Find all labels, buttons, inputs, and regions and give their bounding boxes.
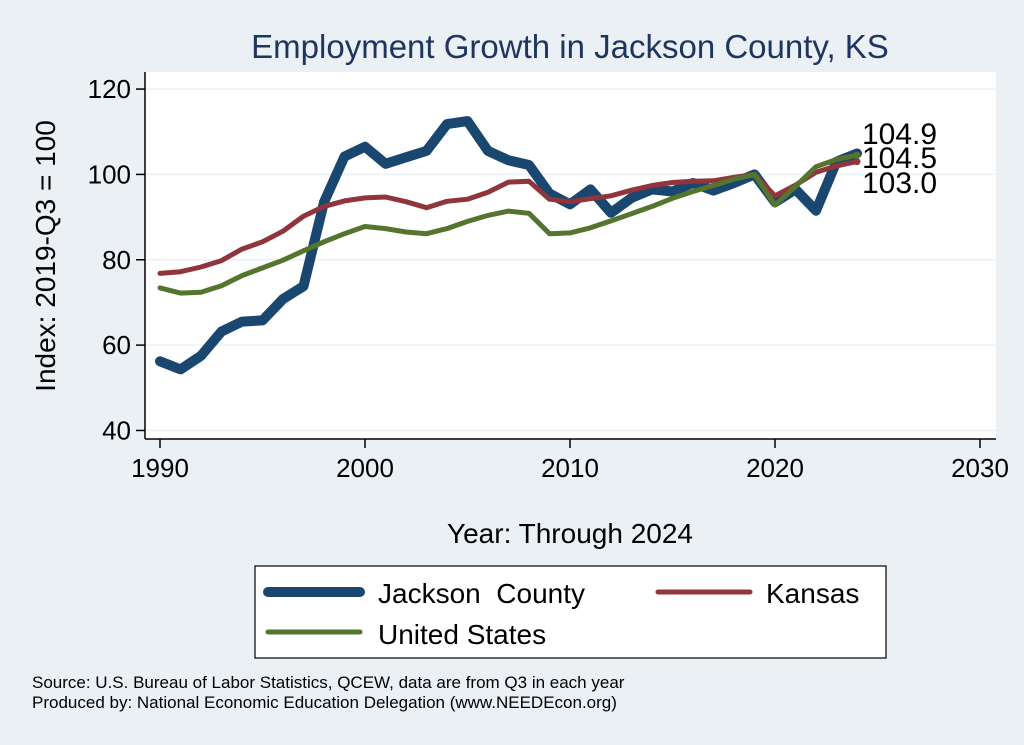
source-note: Source: U.S. Bureau of Labor Statistics,… bbox=[32, 673, 625, 692]
y-axis-ticks: 40 60 80 100 120 bbox=[88, 74, 145, 445]
plot-area bbox=[145, 72, 996, 439]
series-line-united-states bbox=[157, 152, 860, 296]
x-axis-ticks: 1990 2000 2010 2020 2030 bbox=[131, 439, 1009, 483]
x-tick-label-2020: 2020 bbox=[746, 453, 804, 483]
x-tick-label-2030: 2030 bbox=[951, 453, 1009, 483]
produced-by-note: Produced by: National Economic Education… bbox=[32, 693, 617, 712]
y-tick-label-80: 80 bbox=[102, 245, 131, 275]
legend: Jackson County Kansas United States bbox=[254, 565, 887, 659]
end-label-united-states: 104.5 bbox=[862, 142, 937, 175]
series-lines bbox=[155, 116, 862, 375]
x-tick-label-1990: 1990 bbox=[131, 453, 189, 483]
y-tick-label-60: 60 bbox=[102, 330, 131, 360]
legend-label-united-states: United States bbox=[378, 619, 546, 650]
legend-box bbox=[254, 565, 887, 659]
chart-title: Employment Growth in Jackson County, KS bbox=[251, 28, 889, 65]
x-axis-title: Year: Through 2024 bbox=[447, 518, 693, 549]
legend-label-jackson: Jackson County bbox=[378, 578, 585, 609]
y-tick-label-120: 120 bbox=[88, 74, 131, 104]
y-axis-title: Index: 2019-Q3 = 100 bbox=[30, 120, 61, 392]
series-line-jackson-county bbox=[155, 116, 862, 375]
end-label-jackson-county: 104.9 bbox=[862, 118, 937, 151]
end-point-united-states bbox=[853, 151, 861, 159]
y-tick-label-100: 100 bbox=[88, 159, 131, 189]
end-point-kansas bbox=[853, 158, 861, 166]
x-tick-label-2000: 2000 bbox=[336, 453, 394, 483]
y-tick-label-40: 40 bbox=[102, 415, 131, 445]
legend-label-kansas: Kansas bbox=[766, 578, 859, 609]
x-tick-label-2010: 2010 bbox=[541, 453, 599, 483]
end-label-kansas: 103.0 bbox=[862, 167, 937, 200]
